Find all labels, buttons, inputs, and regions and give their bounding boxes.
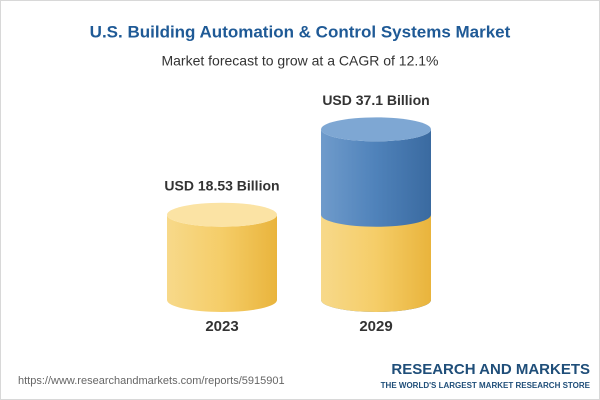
cylinder-body [167, 214, 277, 312]
source-url: https://www.researchandmarkets.com/repor… [18, 375, 285, 387]
x-tick-label: 2029 [359, 318, 392, 335]
value-label: USD 18.53 Billion [164, 177, 279, 193]
x-tick-label: 2023 [205, 318, 238, 335]
tagline: THE WORLD'S LARGEST MARKET RESEARCH STOR… [381, 381, 591, 390]
cylinder-top [321, 117, 431, 142]
brand: RESEARCH AND MARKETS [391, 361, 590, 378]
value-label: USD 37.1 Billion [322, 92, 429, 108]
cylinder-body [321, 214, 431, 312]
chart-title: U.S. Building Automation & Control Syste… [90, 22, 511, 41]
chart-subtitle: Market forecast to grow at a CAGR of 12.… [161, 53, 438, 69]
cylinder-top [167, 202, 277, 227]
